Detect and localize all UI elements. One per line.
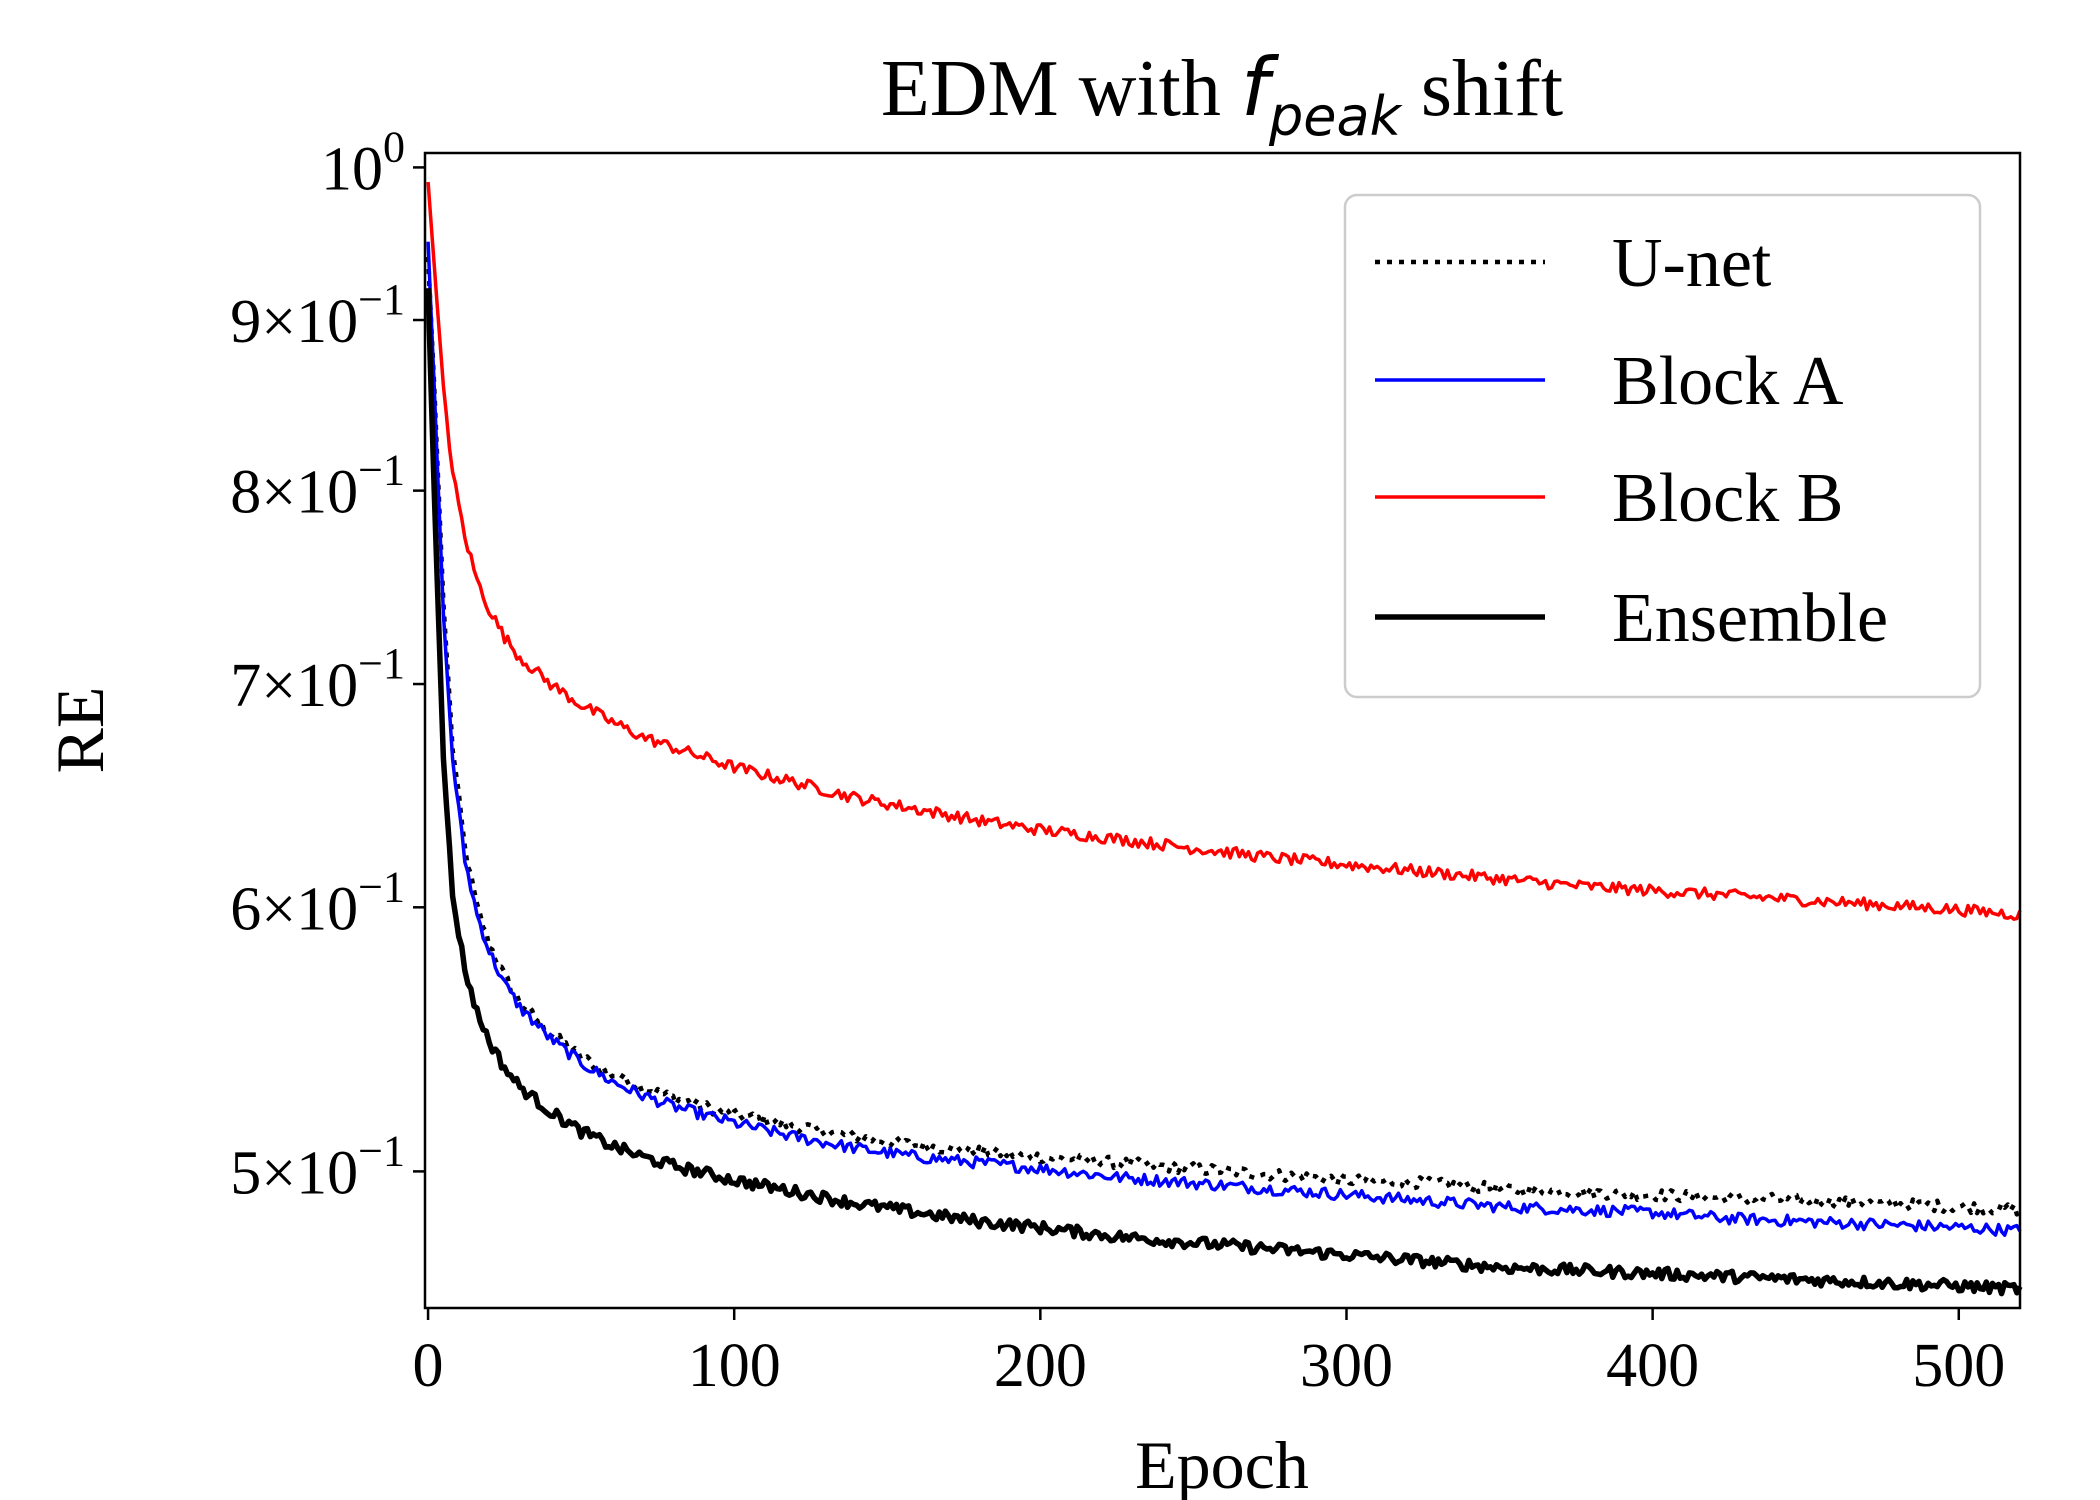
title-prefix: EDM with	[881, 45, 1241, 133]
plot-area-frame	[423, 151, 2022, 1310]
y-tick-label-1: 100	[321, 122, 405, 203]
y-tick-label-0.5: 5×10−1	[230, 1126, 405, 1207]
x-tick-label-100: 100	[688, 1332, 781, 1400]
x-axis-ticks: 0 100 200 300 400 500	[413, 1308, 2005, 1400]
series-line-block-b	[426, 181, 2022, 921]
legend-label-u-net: U-net	[1612, 225, 1772, 302]
legend-label-block-a: Block A	[1612, 343, 1844, 420]
x-tick-label-0: 0	[413, 1332, 444, 1400]
series-line-block-a	[426, 241, 2022, 1237]
title-subscript: peak	[1268, 85, 1404, 148]
x-axis-label: Epoch	[1135, 1427, 1309, 1500]
y-tick-label-0.6: 6×10−1	[230, 862, 405, 943]
x-tick-label-200: 200	[994, 1332, 1087, 1400]
y-axis-ticks: 100 9×10−1 8×10−1 7×10−1 6×10−1 5×10−1	[230, 122, 425, 1207]
series-line-u-net	[425, 256, 2023, 1217]
x-tick-label-300: 300	[1300, 1332, 1393, 1400]
legend-label-ensemble: Ensemble	[1612, 580, 1888, 657]
y-tick-label-0.8: 8×10−1	[230, 446, 405, 527]
x-tick-label-500: 500	[1912, 1332, 2005, 1400]
series-layer	[425, 181, 2023, 1297]
series-line-ensemble	[425, 288, 2023, 1297]
y-tick-label-0.7: 7×10−1	[230, 639, 405, 720]
legend-frame	[1343, 193, 1982, 699]
x-tick-label-400: 400	[1606, 1332, 1699, 1400]
legend: U-net Block A Block B Ensemble	[1343, 193, 1982, 699]
legend-label-block-b: Block B	[1612, 460, 1843, 537]
y-axis-label: RE	[42, 687, 118, 774]
y-tick-label-0.9: 9×10−1	[230, 275, 405, 356]
title-suffix: shift	[1401, 45, 1563, 133]
chart-title: EDM with fpeak shift	[881, 41, 1563, 148]
